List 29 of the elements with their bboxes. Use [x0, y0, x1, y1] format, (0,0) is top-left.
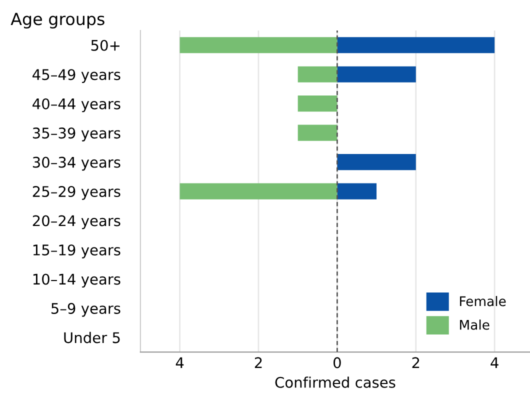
y-tick-label: 5–9 years: [52, 302, 120, 317]
bar: [180, 183, 338, 200]
x-tick-label: 4: [176, 357, 184, 368]
x-tick-label: 2: [412, 357, 420, 368]
x-tick-label: 2: [254, 357, 262, 368]
y-tick-label: 30–34 years: [32, 156, 120, 171]
bar: [337, 66, 416, 82]
bar: [298, 66, 338, 82]
y-axis-title: Age groups: [10, 12, 104, 28]
y-tick-label: 20–24 years: [32, 215, 120, 230]
legend-label: Male: [460, 320, 490, 330]
y-tick-label: 40–44 years: [32, 98, 120, 112]
x-tick-label: 4: [490, 357, 498, 368]
legend-label: Female: [460, 296, 506, 306]
bar: [337, 37, 495, 54]
y-tick-label: Under 5: [64, 332, 120, 344]
bar: [337, 154, 416, 170]
bar: [180, 37, 338, 54]
bar: [298, 124, 338, 141]
y-tick-label: 15–19 years: [33, 244, 120, 258]
y-tick-label: 10–14 years: [33, 274, 120, 288]
y-tick-label: 25–29 years: [32, 186, 120, 200]
y-tick-label: 35–39 years: [32, 128, 120, 142]
bar: [298, 96, 338, 112]
x-axis-title: Confirmed cases: [275, 376, 396, 388]
x-tick-label: 0: [334, 357, 341, 368]
bar: [337, 183, 377, 200]
y-tick-label: 50+: [91, 40, 120, 51]
y-tick-label: 45–49 years: [32, 69, 120, 83]
